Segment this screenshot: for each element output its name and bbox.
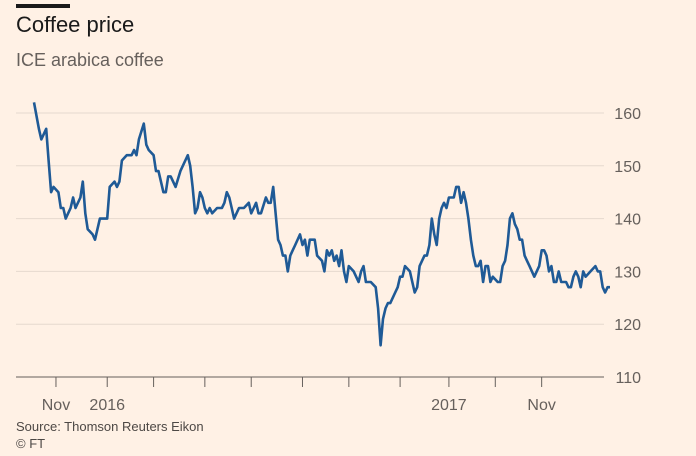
ft-credit: © FT — [16, 436, 46, 451]
series-layer — [32, 102, 610, 347]
y-tick-label: 140 — [614, 212, 641, 229]
y-tick-label: 160 — [614, 106, 641, 123]
y-tick-label: 120 — [614, 317, 641, 334]
y-tick-label: 130 — [614, 264, 641, 281]
x-axis: Nov 2016 2017 Nov — [42, 377, 556, 414]
x-tick-label: 2016 — [89, 397, 125, 414]
x-tick-label: Nov — [42, 397, 70, 414]
chart-title: Coffee price — [16, 12, 135, 37]
title-accent-bar — [16, 4, 70, 8]
y-tick-label: 110 — [615, 370, 641, 387]
gridlines — [16, 112, 604, 378]
series-line-coffee-price — [32, 102, 610, 347]
chart-subtitle: ICE arabica coffee — [16, 50, 164, 70]
source-note: Source: Thomson Reuters Eikon — [16, 419, 204, 434]
y-axis: 110 120 130 140 150 160 — [614, 106, 641, 387]
x-tick-label: Nov — [527, 397, 555, 414]
y-tick-label: 150 — [614, 159, 641, 176]
x-tick-label: 2017 — [431, 397, 467, 414]
